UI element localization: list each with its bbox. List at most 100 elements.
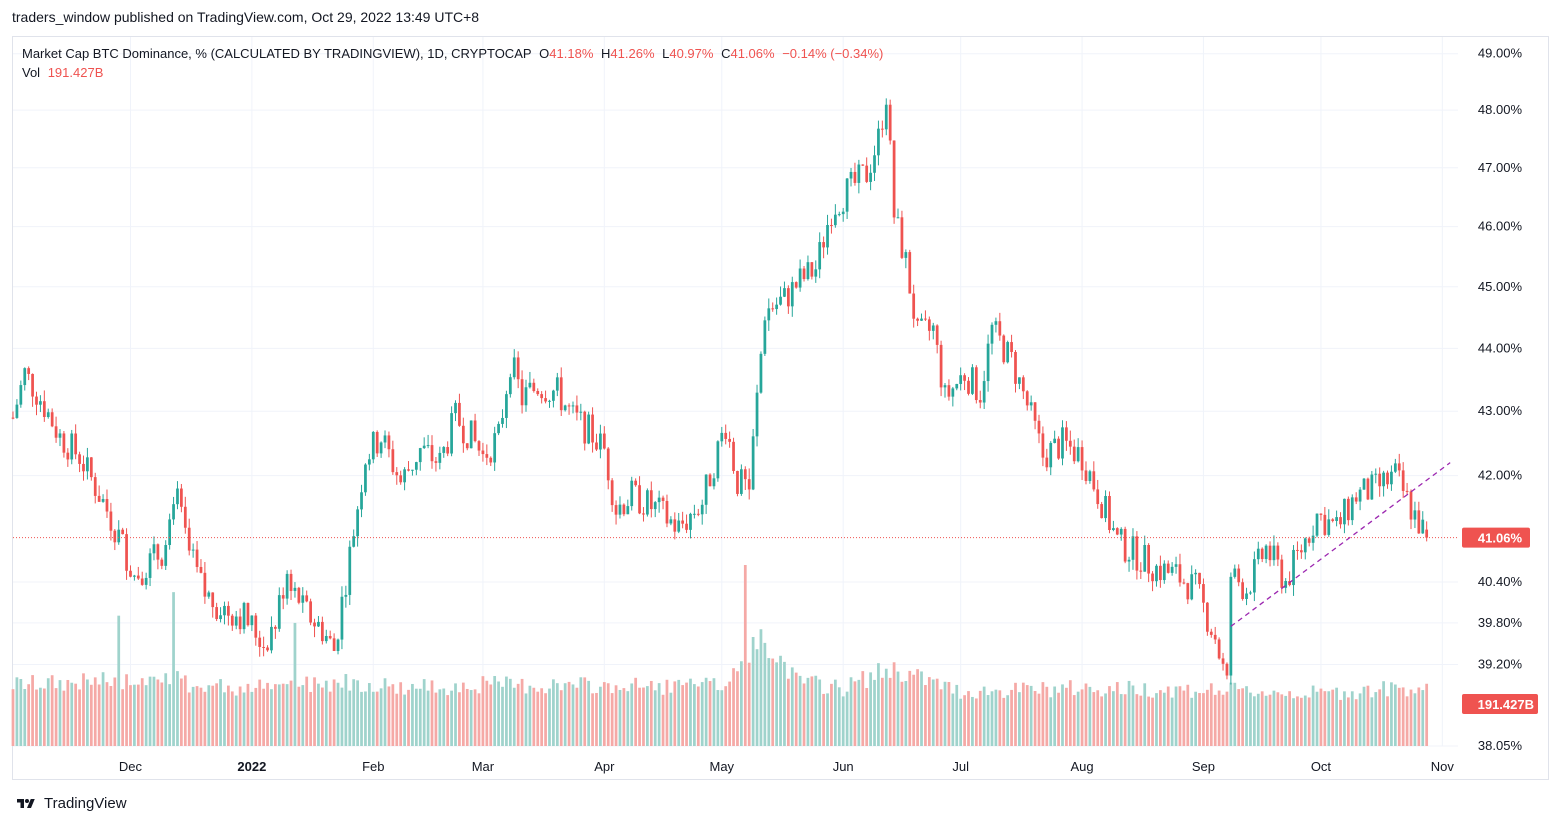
- time-axis: Dec 2022 Feb Mar Apr May Jun Jul Aug Sep Oct Nov: [119, 759, 1454, 774]
- candle-body: [140, 578, 144, 585]
- volume-bar: [1319, 688, 1323, 746]
- candle-body: [884, 104, 888, 130]
- candle-body: [1155, 565, 1158, 582]
- candle-body: [454, 402, 457, 414]
- volume-bar: [712, 678, 716, 746]
- volume-bar: [512, 687, 516, 746]
- time-tick-label: Nov: [1431, 759, 1455, 774]
- volume-bar: [610, 693, 614, 746]
- candle-body: [1421, 519, 1425, 534]
- volume-bar: [242, 692, 246, 746]
- candle-body: [1315, 513, 1319, 536]
- candle-body: [164, 544, 168, 566]
- price-tick-label: 46.00%: [1478, 219, 1523, 234]
- candle-body: [477, 441, 481, 451]
- volume-bar: [203, 691, 207, 746]
- candle-body: [853, 171, 857, 183]
- volume-bar: [822, 693, 825, 746]
- volume-bar: [371, 691, 375, 746]
- volume-bar: [548, 688, 551, 746]
- candle-body: [1339, 517, 1342, 525]
- volume-bar: [814, 675, 818, 746]
- volume-bar: [180, 678, 183, 746]
- volume-bar: [395, 693, 399, 746]
- candle-body: [274, 626, 277, 629]
- volume-bar: [430, 680, 434, 746]
- price-tick-label: 38.05%: [1478, 738, 1523, 753]
- candle-body: [830, 224, 833, 226]
- candle-body: [407, 469, 410, 471]
- volume-bar: [230, 691, 234, 746]
- volume-bar: [1393, 684, 1397, 746]
- volume-bar: [837, 687, 841, 746]
- candle-body: [352, 536, 356, 547]
- volume-bar: [1045, 686, 1049, 746]
- candle-body: [422, 445, 426, 449]
- volume-bar: [238, 686, 242, 746]
- volume-bar: [1018, 692, 1021, 746]
- candle-body: [712, 478, 716, 487]
- candle-body: [1147, 544, 1151, 574]
- candle-body: [571, 405, 575, 407]
- volume-bar: [794, 672, 798, 746]
- volume-bar: [262, 688, 265, 746]
- candle-body: [1409, 491, 1413, 520]
- volume-bar: [1112, 691, 1115, 746]
- candlestick-chart[interactable]: 49.00% 48.00% 47.00% 46.00% 45.00% 44.00% 43.0…: [0, 0, 1562, 790]
- candle-body: [489, 457, 493, 463]
- volume-bar: [215, 683, 219, 746]
- volume-bar: [1323, 691, 1327, 746]
- price-tick-label: 47.00%: [1478, 160, 1523, 175]
- volume-bar: [250, 691, 254, 746]
- volume-bar: [1303, 695, 1307, 746]
- candle-body: [802, 268, 806, 280]
- candle-body: [450, 413, 453, 454]
- candle-body: [657, 497, 661, 503]
- volume-bar: [759, 629, 763, 746]
- candle-body: [66, 452, 70, 460]
- candle-body: [1135, 536, 1139, 571]
- candle-body: [1335, 517, 1338, 521]
- volume-bar: [1358, 693, 1362, 746]
- volume-bar: [830, 683, 833, 746]
- volume-bar: [912, 674, 916, 746]
- volume-bar: [853, 681, 857, 746]
- volume-bar: [665, 679, 669, 746]
- volume-bar: [779, 655, 782, 746]
- volume-bar: [1198, 693, 1201, 746]
- candle-body: [669, 519, 673, 524]
- volume-bar: [704, 677, 708, 746]
- candle-body: [755, 392, 759, 437]
- candle-body: [1425, 529, 1429, 538]
- time-tick-label: Jul: [952, 759, 969, 774]
- candle-body: [642, 513, 645, 515]
- candle-body: [630, 480, 634, 507]
- candle-body: [512, 357, 516, 378]
- candle-body: [1084, 470, 1088, 481]
- candle-body: [176, 488, 179, 505]
- candle-body: [1292, 549, 1295, 586]
- candle-body: [818, 242, 822, 270]
- candle-body: [900, 217, 904, 258]
- volume-bar: [1268, 694, 1272, 746]
- candle-body: [552, 390, 555, 401]
- candle-body: [841, 211, 845, 215]
- candle-body: [704, 474, 708, 505]
- candle-body: [62, 433, 66, 453]
- volume-bar: [497, 681, 500, 746]
- price-tick-label: 40.40%: [1478, 574, 1523, 589]
- candle-body: [857, 164, 861, 183]
- volume-bar: [571, 684, 575, 746]
- volume-bar: [1327, 691, 1331, 746]
- candle-body: [646, 490, 649, 515]
- volume-bar: [1174, 686, 1178, 746]
- candle-body: [277, 595, 281, 629]
- candle-body: [1206, 602, 1209, 632]
- candle-body: [685, 523, 688, 530]
- volume-bar: [540, 688, 544, 746]
- volume-bar: [1202, 693, 1205, 746]
- volume-bar: [508, 678, 512, 746]
- volume-bar: [442, 688, 446, 746]
- volume-bar: [1401, 687, 1405, 746]
- candle-body: [191, 549, 195, 551]
